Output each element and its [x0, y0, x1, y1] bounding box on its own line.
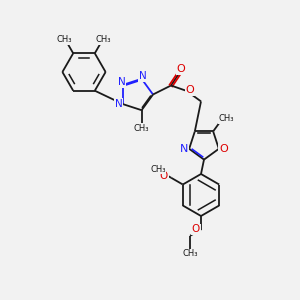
Text: O: O — [160, 171, 168, 181]
Text: N: N — [118, 77, 125, 87]
Text: N: N — [180, 144, 189, 154]
Text: CH₃: CH₃ — [219, 114, 234, 123]
Text: O: O — [186, 85, 195, 95]
Text: CH₃: CH₃ — [134, 124, 149, 133]
Text: CH₃: CH₃ — [57, 35, 72, 44]
Text: O: O — [191, 224, 200, 235]
Text: CH₃: CH₃ — [150, 164, 166, 173]
Text: CH₃: CH₃ — [96, 35, 111, 44]
Text: O: O — [219, 144, 228, 154]
Text: N: N — [115, 99, 122, 109]
Text: CH₃: CH₃ — [182, 249, 198, 258]
Text: O: O — [176, 64, 185, 74]
Text: N: N — [139, 71, 147, 81]
